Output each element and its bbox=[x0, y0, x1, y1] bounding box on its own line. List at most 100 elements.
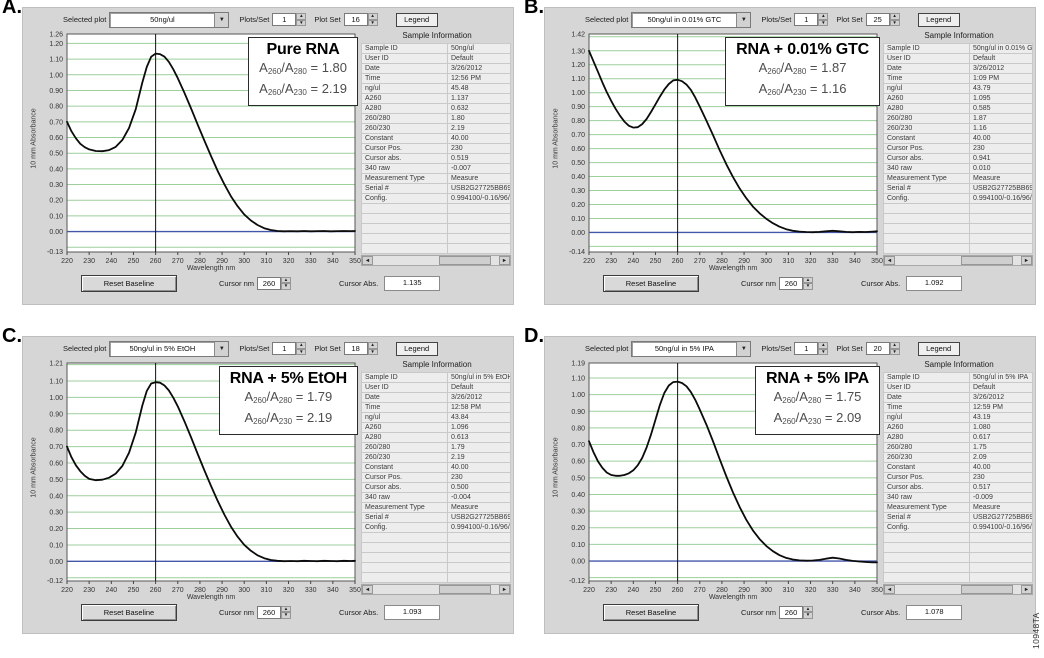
spin-down-icon[interactable]: ▼ bbox=[367, 19, 378, 26]
selected-plot-dropdown[interactable]: 50ng/ul ▼ bbox=[109, 11, 230, 28]
selected-plot-dropdown[interactable]: 50ng/ul in 5% EtOH ▼ bbox=[109, 340, 230, 357]
cell-value: Measure bbox=[447, 173, 511, 184]
spin-up-icon[interactable]: ▲ bbox=[889, 342, 900, 349]
spin-down-icon[interactable]: ▼ bbox=[818, 19, 829, 26]
scroll-left-icon[interactable]: ◄ bbox=[362, 585, 373, 594]
scrollbar-track[interactable] bbox=[895, 585, 1021, 594]
scrollbar-track[interactable] bbox=[895, 256, 1021, 265]
plots-per-set-spinner[interactable]: 1 ▲ ▼ bbox=[272, 13, 307, 26]
cursor-nm-value: 260 bbox=[779, 276, 804, 290]
scrollbar-thumb[interactable] bbox=[438, 256, 492, 265]
empty-cell bbox=[447, 233, 511, 244]
spin-down-icon[interactable]: ▼ bbox=[818, 348, 829, 355]
cursor-nm-spinner[interactable]: 260 ▲ ▼ bbox=[257, 276, 292, 290]
reset-baseline-button[interactable]: Reset Baseline bbox=[81, 274, 177, 292]
spin-down-icon[interactable]: ▼ bbox=[889, 348, 900, 355]
svg-text:340: 340 bbox=[327, 587, 339, 594]
legend-button[interactable]: Legend bbox=[917, 12, 960, 27]
plots-per-set-spinner[interactable]: 1 ▲ ▼ bbox=[794, 13, 829, 26]
scroll-left-icon[interactable]: ◄ bbox=[362, 256, 373, 265]
legend-button[interactable]: Legend bbox=[917, 341, 960, 356]
spin-down-icon[interactable]: ▼ bbox=[281, 283, 292, 290]
scroll-right-icon[interactable]: ► bbox=[499, 585, 510, 594]
cursor-nm-spinner[interactable]: 260 ▲ ▼ bbox=[779, 276, 814, 290]
cell-value: 12:56 PM bbox=[447, 73, 511, 84]
table-row: 340 raw -0.004 bbox=[361, 492, 511, 503]
spin-down-icon[interactable]: ▼ bbox=[281, 612, 292, 619]
spin-down-icon[interactable]: ▼ bbox=[889, 19, 900, 26]
svg-text:1.10: 1.10 bbox=[571, 375, 585, 382]
legend-button[interactable]: Legend bbox=[395, 341, 438, 356]
spin-up-icon[interactable]: ▲ bbox=[367, 13, 378, 20]
scrollbar-thumb[interactable] bbox=[438, 585, 492, 594]
annotation-title: RNA + 5% IPA bbox=[766, 370, 869, 387]
cell-value: 0.994100/-0.16/96/24 bbox=[447, 193, 511, 204]
plot-set-spinner[interactable]: 16 ▲ ▼ bbox=[343, 13, 378, 26]
cell-label: 340 raw bbox=[361, 492, 448, 503]
reset-baseline-button[interactable]: Reset Baseline bbox=[603, 603, 699, 621]
scroll-right-icon[interactable]: ► bbox=[1021, 585, 1032, 594]
cell-value: 2.19 bbox=[447, 452, 511, 463]
svg-text:1.00: 1.00 bbox=[49, 395, 63, 402]
spin-up-icon[interactable]: ▲ bbox=[296, 342, 307, 349]
scrollbar-thumb[interactable] bbox=[960, 585, 1014, 594]
plot-set-spinner[interactable]: 25 ▲ ▼ bbox=[865, 13, 900, 26]
table-row: 260/230 1.16 bbox=[883, 123, 1033, 134]
selected-plot-dropdown[interactable]: 50ng/ul in 0.01% GTC ▼ bbox=[631, 11, 752, 28]
spin-up-icon[interactable]: ▲ bbox=[803, 276, 814, 283]
empty-cell bbox=[883, 552, 970, 563]
reset-baseline-button[interactable]: Reset Baseline bbox=[603, 274, 699, 292]
spin-down-icon[interactable]: ▼ bbox=[296, 348, 307, 355]
svg-text:220: 220 bbox=[583, 258, 595, 265]
spin-down-icon[interactable]: ▼ bbox=[296, 19, 307, 26]
cell-label: Measurement Type bbox=[883, 173, 970, 184]
svg-text:220: 220 bbox=[583, 587, 595, 594]
plots-per-set-spinner[interactable]: 1 ▲ ▼ bbox=[272, 342, 307, 355]
dropdown-arrow-icon[interactable]: ▼ bbox=[736, 341, 751, 356]
dropdown-arrow-icon[interactable]: ▼ bbox=[214, 341, 229, 356]
cell-label: A280 bbox=[883, 103, 970, 114]
horizontal-scrollbar[interactable]: ◄ ► bbox=[883, 584, 1033, 595]
dropdown-arrow-icon[interactable]: ▼ bbox=[736, 12, 751, 27]
scroll-right-icon[interactable]: ► bbox=[499, 256, 510, 265]
scrollbar-track[interactable] bbox=[373, 256, 499, 265]
reset-baseline-button[interactable]: Reset Baseline bbox=[81, 603, 177, 621]
horizontal-scrollbar[interactable]: ◄ ► bbox=[361, 255, 511, 266]
spin-up-icon[interactable]: ▲ bbox=[889, 13, 900, 20]
dropdown-arrow-icon[interactable]: ▼ bbox=[214, 12, 229, 27]
spin-up-icon[interactable]: ▲ bbox=[803, 605, 814, 612]
cell-value: 40.00 bbox=[447, 462, 511, 473]
selected-plot-dropdown[interactable]: 50ng/ul in 5% IPA ▼ bbox=[631, 340, 752, 357]
spin-up-icon[interactable]: ▲ bbox=[367, 342, 378, 349]
cell-label: User ID bbox=[361, 382, 448, 393]
spin-up-icon[interactable]: ▲ bbox=[818, 13, 829, 20]
spin-down-icon[interactable]: ▼ bbox=[367, 348, 378, 355]
svg-text:1.00: 1.00 bbox=[571, 392, 585, 399]
scroll-left-icon[interactable]: ◄ bbox=[884, 256, 895, 265]
cell-label: 260/230 bbox=[883, 123, 970, 134]
cursor-nm-spinner[interactable]: 260 ▲ ▼ bbox=[779, 605, 814, 619]
spin-up-icon[interactable]: ▲ bbox=[296, 13, 307, 20]
scroll-right-icon[interactable]: ► bbox=[1021, 256, 1032, 265]
scroll-left-icon[interactable]: ◄ bbox=[884, 585, 895, 594]
legend-button[interactable]: Legend bbox=[395, 12, 438, 27]
empty-cell bbox=[447, 572, 511, 583]
plots-per-set-spinner[interactable]: 1 ▲ ▼ bbox=[794, 342, 829, 355]
spin-up-icon[interactable]: ▲ bbox=[818, 342, 829, 349]
plot-set-spinner[interactable]: 20 ▲ ▼ bbox=[865, 342, 900, 355]
empty-table-row bbox=[361, 243, 511, 254]
horizontal-scrollbar[interactable]: ◄ ► bbox=[883, 255, 1033, 266]
spin-down-icon[interactable]: ▼ bbox=[803, 612, 814, 619]
horizontal-scrollbar[interactable]: ◄ ► bbox=[361, 584, 511, 595]
plot-set-spinner[interactable]: 18 ▲ ▼ bbox=[343, 342, 378, 355]
cursor-nm-spinner[interactable]: 260 ▲ ▼ bbox=[257, 605, 292, 619]
spin-up-icon[interactable]: ▲ bbox=[281, 276, 292, 283]
toolbar: Selected plot 50ng/ul in 5% IPA ▼ Plots/… bbox=[545, 340, 1035, 357]
svg-text:0.80: 0.80 bbox=[571, 425, 585, 432]
scrollbar-thumb[interactable] bbox=[960, 256, 1014, 265]
spin-up-icon[interactable]: ▲ bbox=[281, 605, 292, 612]
spin-down-icon[interactable]: ▼ bbox=[803, 283, 814, 290]
cell-value: 2.09 bbox=[969, 452, 1033, 463]
scrollbar-track[interactable] bbox=[373, 585, 499, 594]
cell-label: 260/280 bbox=[361, 442, 448, 453]
